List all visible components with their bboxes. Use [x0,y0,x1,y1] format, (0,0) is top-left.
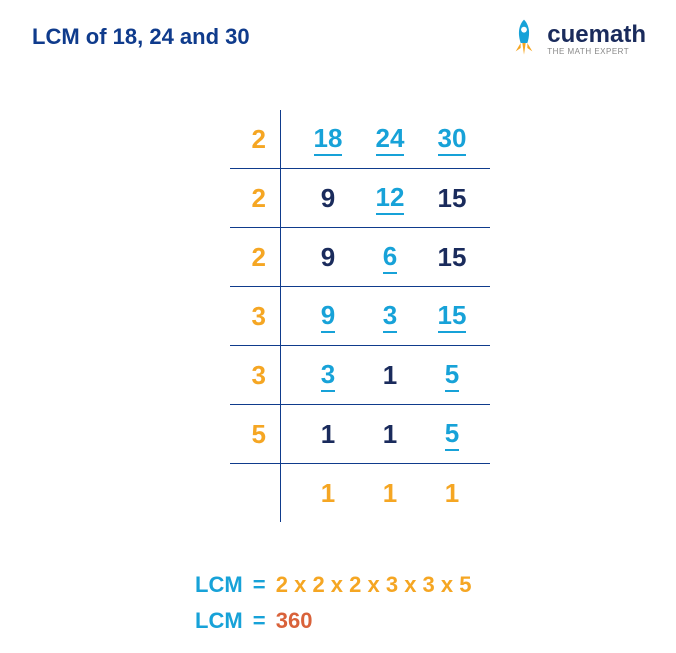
ladder-row: 291215 [230,169,490,227]
lcm-value-line: LCM = 360 [195,608,312,634]
logo-text-wrap: cuemath THE MATH EXPERT [547,21,646,56]
vertical-divider [280,110,281,168]
number-cell: 1 [297,478,359,509]
divisor-cell: 2 [230,183,280,214]
number-cell: 24 [359,123,421,156]
ladder-row: 39315 [230,287,490,345]
number-cell: 9 [297,183,359,214]
lcm-label: LCM [195,608,243,633]
number-cell: 1 [297,419,359,450]
lcm-expression-line: LCM = 2 x 2 x 2 x 3 x 3 x 5 [195,572,471,598]
number-cell: 5 [421,359,483,392]
number-cell: 3 [297,359,359,392]
vertical-divider [280,346,281,404]
divisor-cell: 3 [230,360,280,391]
number-cell: 3 [359,300,421,333]
equals-sign: = [253,608,266,633]
division-ladder: 2182430291215296153931533155115111 [230,110,490,522]
title-text: LCM of 18, 24 and 30 [32,24,250,49]
number-cell: 1 [359,478,421,509]
ladder-row: 29615 [230,228,490,286]
number-cell: 9 [297,242,359,273]
vertical-divider [280,405,281,463]
ladder-row: 5115 [230,405,490,463]
divisor-cell: 2 [230,242,280,273]
lcm-value: 360 [276,608,313,633]
number-cell: 6 [359,241,421,274]
vertical-divider [280,169,281,227]
brand-logo: cuemath THE MATH EXPERT [507,18,646,58]
divisor-cell: 2 [230,124,280,155]
rocket-icon [507,18,541,58]
divisor-cell: 3 [230,301,280,332]
ladder-row: 2 182430 [230,110,490,168]
lcm-label: LCM [195,572,243,597]
number-cell: 18 [297,123,359,156]
number-cell: 12 [359,182,421,215]
ladder-row: 3315 [230,346,490,404]
divisor-cell: 5 [230,419,280,450]
number-cell: 1 [359,360,421,391]
number-cell: 15 [421,183,483,214]
ladder-row: 111 [230,464,490,522]
page-title: LCM of 18, 24 and 30 [32,24,250,50]
number-cell: 15 [421,300,483,333]
number-cell: 9 [297,300,359,333]
vertical-divider [280,464,281,522]
number-cell: 30 [421,123,483,156]
vertical-divider [280,287,281,345]
number-cell: 1 [359,419,421,450]
lcm-expression: 2 x 2 x 2 x 3 x 3 x 5 [276,572,472,597]
logo-text: cuemath [547,21,646,49]
number-cell: 5 [421,418,483,451]
number-cell: 1 [421,478,483,509]
number-cell: 15 [421,242,483,273]
equals-sign: = [253,572,266,597]
vertical-divider [280,228,281,286]
